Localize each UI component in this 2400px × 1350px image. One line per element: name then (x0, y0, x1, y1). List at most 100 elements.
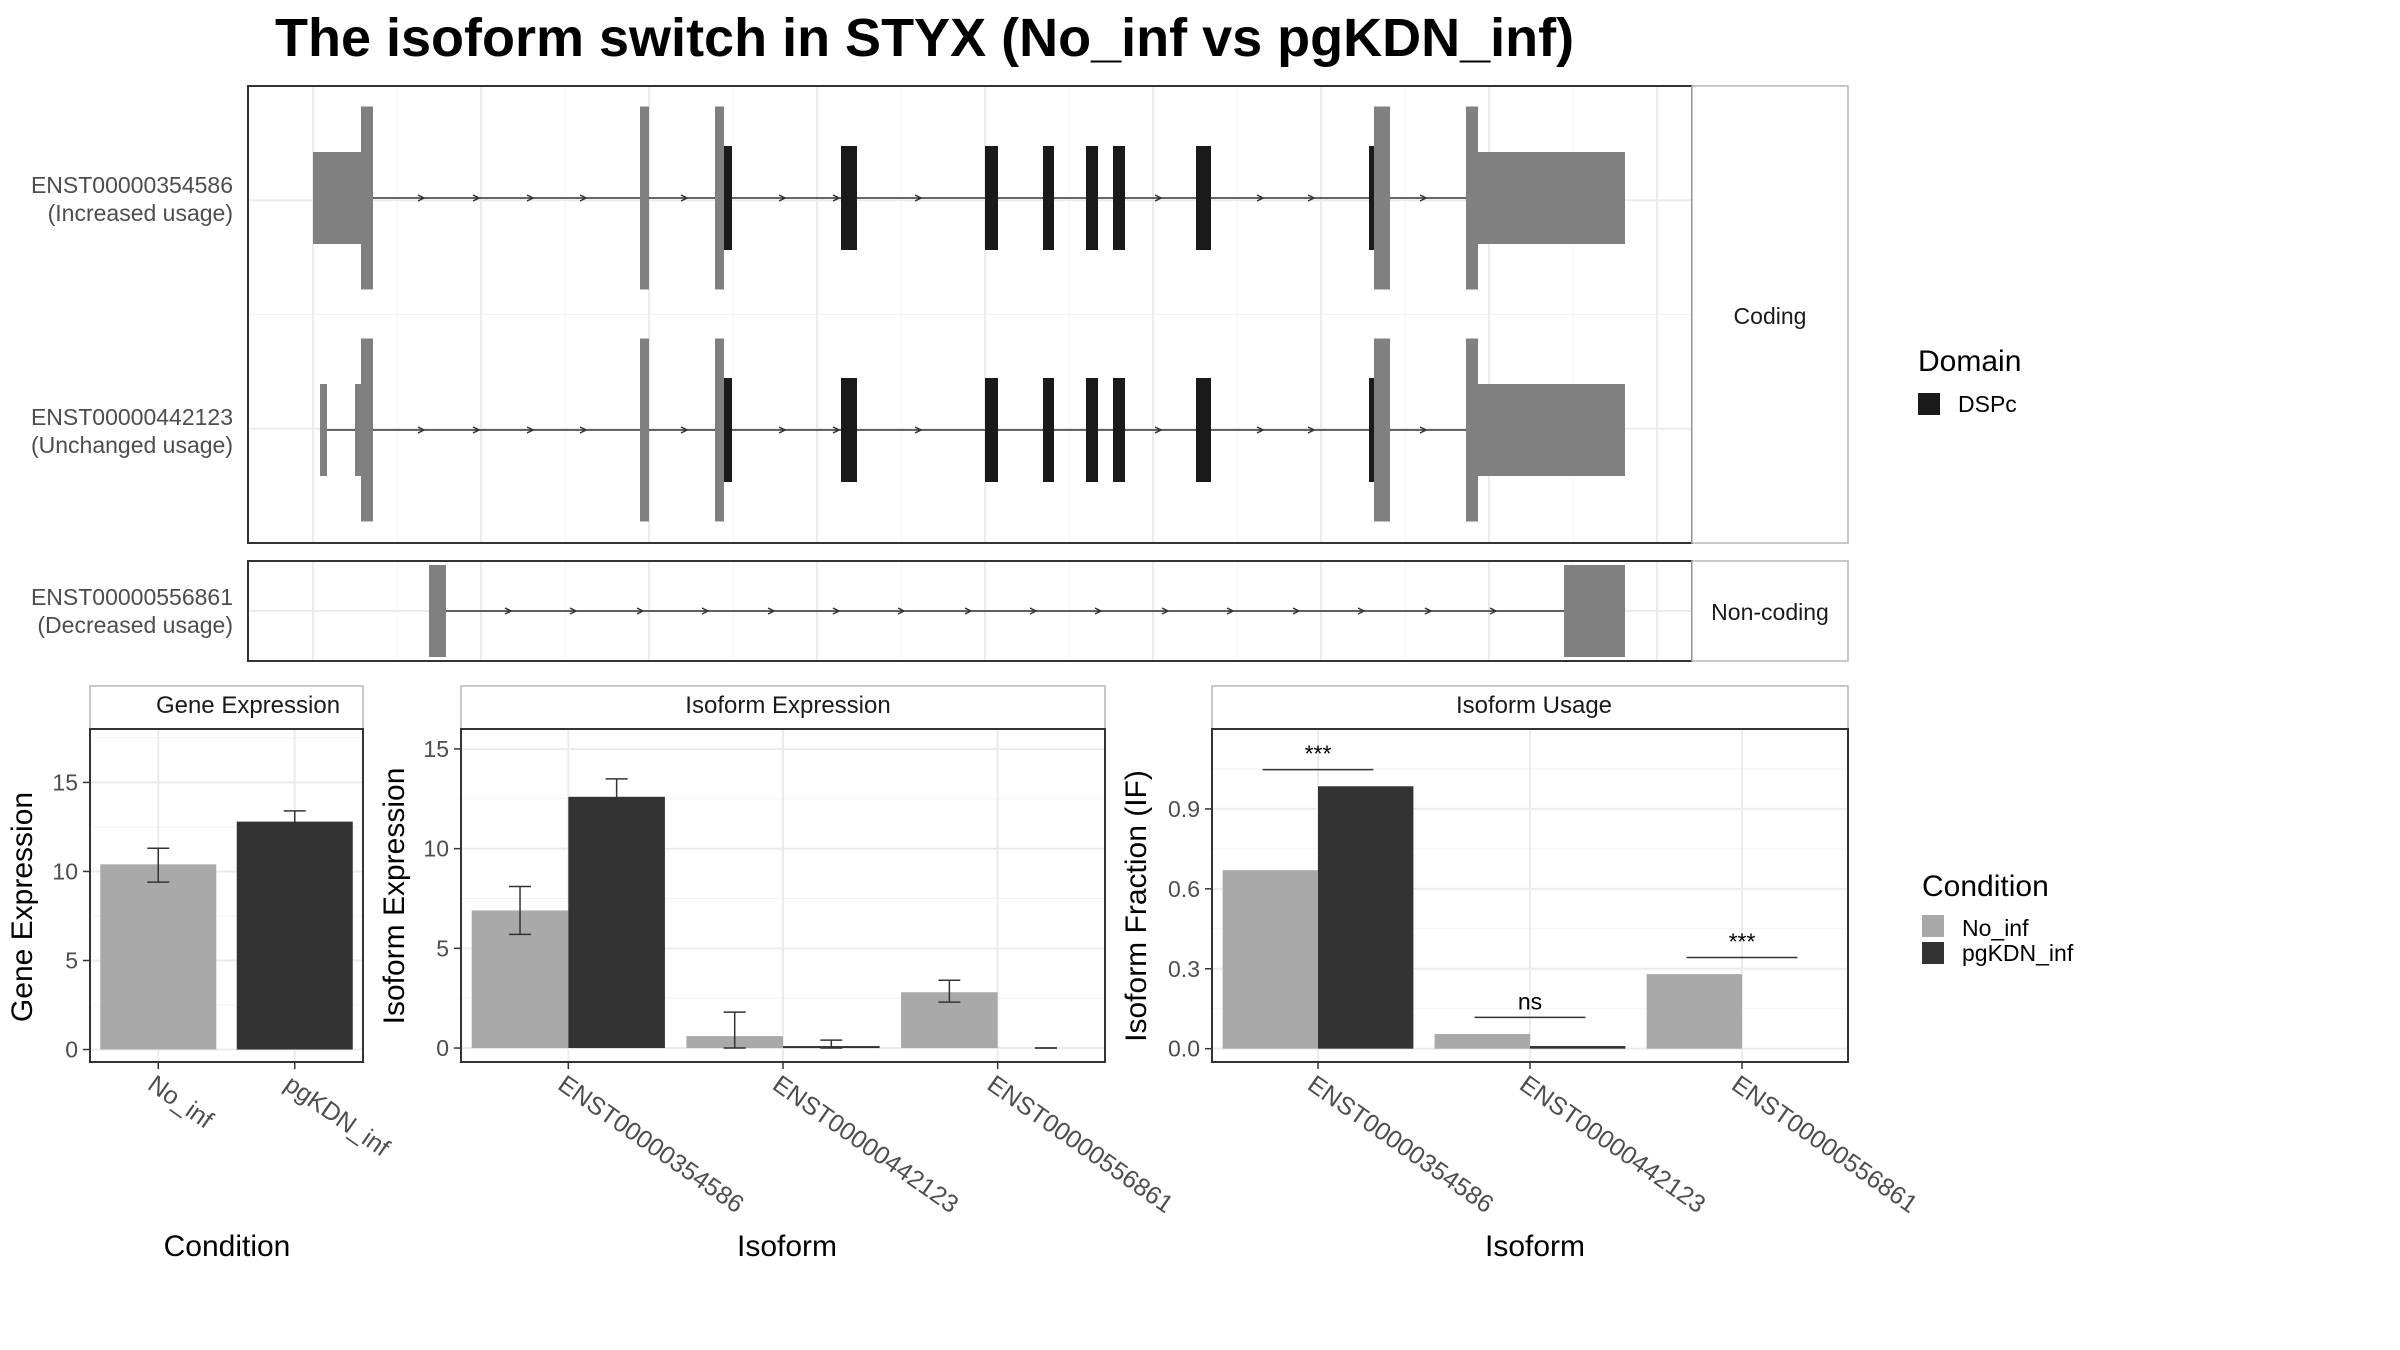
x-axis-title: Condition (164, 1230, 291, 1263)
domain-legend: Domain DSPc (1918, 345, 2021, 417)
exon (1466, 106, 1478, 290)
isoform-usage-label: (Unchanged usage) (31, 432, 233, 458)
panel-title: Isoform Expression (685, 692, 890, 719)
intron-arrow (1094, 607, 1103, 615)
y-tick-label: 0 (65, 1037, 78, 1063)
y-tick-label: 0.0 (1168, 1036, 1200, 1062)
y-tick-label: 0.6 (1168, 876, 1200, 902)
exon (361, 338, 373, 522)
exon (313, 152, 361, 244)
intron-arrow (914, 194, 923, 202)
condition-legend-key-pgkdn-inf (1922, 942, 1944, 964)
intron-arrow (569, 607, 578, 615)
domain-dspc (985, 378, 998, 482)
exon (1374, 338, 1390, 522)
intron-arrow (1226, 607, 1235, 615)
intron-arrow (832, 194, 841, 202)
panel-title-strip (1211, 685, 1849, 730)
x-axis-title: Isoform (737, 1230, 837, 1263)
intron-arrow (504, 607, 513, 615)
intron-arrow (914, 426, 923, 434)
structure-isoforms (313, 106, 1625, 657)
isoform-label-3: ENST00000556861 (Decreased usage) (31, 584, 233, 638)
y-axis-title: Isoform Expression (378, 768, 411, 1025)
isoform-structure-plot: Coding Non-coding ENST00000354586 (Incre… (31, 85, 1849, 662)
intron-arrow (1256, 194, 1265, 202)
intron-arrow (680, 426, 689, 434)
y-tick-label: 15 (423, 736, 449, 762)
bar (236, 821, 353, 1050)
exon (640, 338, 649, 522)
panel-title-strip (89, 685, 364, 730)
intron-arrow (897, 607, 906, 615)
x-tick-label: ENST00000354586 (1303, 1070, 1499, 1219)
significance-label: *** (1729, 928, 1756, 954)
condition-legend-title: Condition (1922, 870, 2049, 903)
domain-dspc (1369, 146, 1374, 250)
domain-dspc (724, 146, 732, 250)
domain-dspc (1196, 378, 1211, 482)
intron-arrow (1419, 194, 1428, 202)
y-tick-label: 0 (436, 1035, 449, 1061)
x-tick-label: ENST00000442123 (1515, 1070, 1711, 1219)
intron-arrow (1029, 607, 1038, 615)
intron-arrow (778, 194, 787, 202)
x-tick-label: ENST00000442123 (768, 1070, 964, 1219)
domain-dspc (985, 146, 998, 250)
domain-dspc (1113, 146, 1125, 250)
intron-arrow (1307, 194, 1316, 202)
intron-arrow (526, 426, 535, 434)
bar (568, 796, 665, 1049)
exon (1478, 152, 1625, 244)
domain-dspc (1113, 378, 1125, 482)
intron-arrow (1161, 607, 1170, 615)
intron-arrow (1292, 607, 1301, 615)
domain-dspc (841, 146, 857, 250)
intron-arrow (1307, 426, 1316, 434)
exon (320, 384, 327, 476)
isoform-id-label: ENST00000442123 (31, 404, 233, 430)
x-tick-label: ENST00000556861 (982, 1070, 1178, 1219)
intron-arrow (579, 426, 588, 434)
x-tick-label: No_inf (143, 1070, 218, 1134)
domain-legend-key (1918, 393, 1940, 415)
y-tick-label: 15 (52, 769, 78, 795)
coding-strip (1691, 85, 1849, 544)
intron-arrow (832, 426, 841, 434)
domain-dspc (1086, 378, 1098, 482)
noncoding-strip-label: Non-coding (1711, 599, 1829, 625)
intron-arrow (680, 194, 689, 202)
intron-arrow (1489, 607, 1498, 615)
intron-arrow (701, 607, 710, 615)
gene-expression-panel: Condition Gene Expression Gene Expressio… (6, 685, 394, 1263)
x-axis-title: Isoform (1485, 1230, 1585, 1263)
isoform-usage-label: (Increased usage) (48, 200, 233, 226)
condition-legend-key-no-inf (1922, 915, 1944, 937)
bar (1530, 1046, 1626, 1049)
intron-arrow (417, 426, 426, 434)
exon (355, 384, 362, 476)
bar (1646, 974, 1742, 1049)
x-tick-label: pgKDN_inf (279, 1070, 394, 1162)
exon (715, 106, 724, 290)
intron-arrow (778, 426, 787, 434)
intron-arrow (526, 194, 535, 202)
noncoding-strip (1691, 560, 1849, 662)
intron-arrow (636, 607, 645, 615)
plot-border (89, 728, 364, 1063)
panel-title: Isoform Usage (1456, 692, 1612, 719)
domain-dspc (1043, 146, 1054, 250)
bar (100, 864, 217, 1050)
exon (640, 106, 649, 290)
intron-arrow (964, 607, 973, 615)
exon (429, 565, 446, 657)
isoform-id-label: ENST00000354586 (31, 172, 233, 198)
condition-legend-label: No_inf (1962, 915, 2029, 941)
domain-dspc (1369, 378, 1374, 482)
isoform-track (320, 338, 1625, 522)
domain-dspc (1196, 146, 1211, 250)
intron-arrow (767, 607, 776, 615)
intron-arrow (1154, 194, 1163, 202)
isoform-expression-panel: Isoform Isoform Expression Isoform Expre… (378, 685, 1178, 1263)
